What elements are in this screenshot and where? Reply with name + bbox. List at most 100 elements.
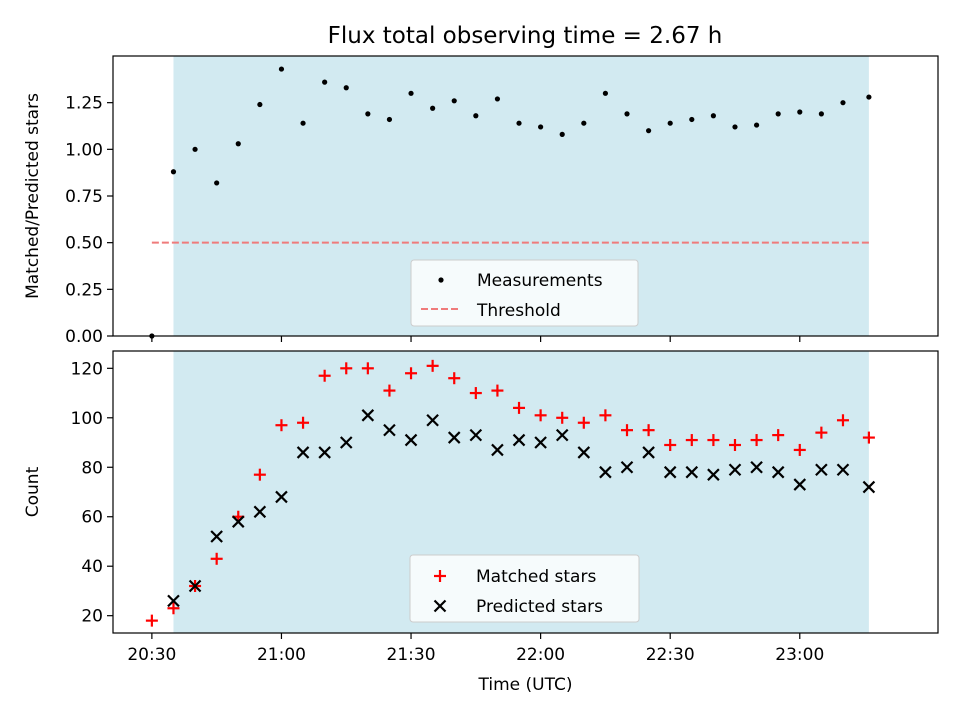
matched-point — [862, 431, 875, 444]
predicted-point — [188, 579, 202, 593]
predicted-point-b — [642, 446, 655, 459]
matched-point — [318, 369, 331, 382]
y-tick-label: 100 — [71, 409, 103, 429]
predicted-point — [599, 465, 612, 479]
measurement-point — [559, 131, 565, 137]
ratio-x-ticks — [151, 336, 801, 342]
predicted-point-b — [620, 460, 634, 474]
matched-point — [556, 411, 569, 424]
measurement-point — [322, 79, 328, 85]
matched-point — [577, 416, 590, 429]
y-tick-label: 1.00 — [65, 140, 103, 160]
predicted-point — [210, 530, 223, 543]
measurement-point — [451, 98, 457, 104]
predicted-point — [862, 480, 876, 494]
predicted-point-b — [253, 505, 267, 519]
measurement-point — [257, 101, 263, 108]
predicted-point-b — [685, 465, 699, 479]
predicted-point — [275, 490, 288, 504]
matched-point — [491, 384, 504, 397]
predicted-point — [404, 433, 418, 447]
x-axis-label: Time (UTC) — [478, 675, 573, 695]
legend-predicted-marker — [433, 599, 447, 613]
predicted-point — [728, 463, 742, 477]
predicted-point-b — [447, 431, 461, 444]
measurement-point — [538, 124, 544, 130]
predicted-point — [361, 409, 375, 422]
count-y-axis: 20 40 60 80 100 120 — [71, 359, 113, 627]
matched-point — [145, 614, 158, 627]
predicted-point-b — [167, 594, 180, 608]
matched-point — [340, 362, 353, 375]
x-tick-label: 23:00 — [775, 645, 824, 665]
predicted-point-b — [231, 515, 245, 528]
matched-point — [361, 362, 374, 375]
matched-point — [534, 409, 547, 422]
ratio-y-axis: 0.00 0.25 0.50 0.75 1.00 1.25 — [65, 94, 113, 347]
predicted-point — [793, 478, 807, 491]
measurement-point — [365, 111, 371, 117]
predicted-point-b — [750, 460, 763, 474]
predicted-point — [469, 428, 483, 442]
predicted-point-b — [383, 423, 396, 437]
predicted-point — [836, 463, 850, 477]
x-tick-label: 21:30 — [387, 645, 436, 665]
predicted-point-b — [512, 433, 526, 447]
measurement-point — [408, 90, 414, 96]
x-tick-label: 22:30 — [646, 645, 695, 665]
predicted-point — [642, 446, 655, 459]
predicted-point-b — [404, 433, 418, 447]
matched-point — [664, 439, 677, 451]
predicted-point-b — [815, 463, 828, 477]
measurement-point — [581, 120, 587, 126]
matched-point — [469, 387, 482, 400]
predicted-point-b — [577, 446, 591, 459]
y-tick-label: 0.25 — [65, 280, 103, 300]
legend-threshold-label: Threshold — [476, 301, 561, 321]
y-tick-label: 1.25 — [65, 94, 103, 114]
legend-matched-label: Matched stars — [476, 567, 596, 587]
legend-measurements-marker — [438, 277, 444, 283]
matched-point — [815, 426, 828, 439]
predicted-point — [339, 436, 353, 449]
measurement-point — [430, 105, 436, 111]
measurement-point — [343, 85, 349, 91]
predicted-point-b — [296, 446, 310, 459]
y-tick-label: 0.50 — [65, 234, 103, 254]
legend-predicted-label: Predicted stars — [476, 597, 603, 617]
matched-point — [772, 429, 785, 442]
measurement-point — [797, 109, 803, 115]
predicted-point-b — [339, 436, 353, 449]
predicted-point-b — [318, 446, 331, 459]
count-legend-box — [409, 554, 640, 623]
measurement-point — [386, 116, 393, 123]
legend-measurements-label: Measurements — [477, 271, 603, 291]
predicted-point-b — [707, 468, 720, 481]
measurement-point — [516, 120, 522, 126]
predicted-point-b — [426, 413, 439, 427]
predicted-point — [296, 446, 310, 459]
predicted-point-b — [793, 478, 807, 491]
ratio-panel: 0.00 0.25 0.50 0.75 1.00 1.25 Matched/Predict… — [23, 55, 939, 347]
count-marks — [145, 359, 876, 627]
x-tick-label: 21:00 — [257, 645, 306, 665]
chart-title: Flux total observing time = 2.67 h — [328, 23, 723, 49]
predicted-point-b — [836, 463, 850, 477]
y-tick-label: 60 — [81, 508, 103, 528]
matched-point — [297, 416, 310, 429]
measurement-point — [818, 111, 824, 117]
predicted-point — [447, 431, 461, 444]
count-legend: Matched stars Predicted stars — [409, 554, 640, 623]
matched-point — [685, 434, 698, 447]
matched-point — [750, 434, 763, 447]
measurement-point — [235, 141, 241, 147]
count-panel: 20 40 60 80 100 120 20:30 21:00 21:30 22:00 22:30… — [23, 350, 939, 695]
predicted-point-b — [210, 530, 223, 543]
matched-point — [210, 552, 223, 565]
predicted-point — [663, 465, 677, 479]
measurement-point — [775, 111, 781, 117]
predicted-point-b — [275, 490, 288, 504]
legend-cross-b — [433, 599, 447, 613]
